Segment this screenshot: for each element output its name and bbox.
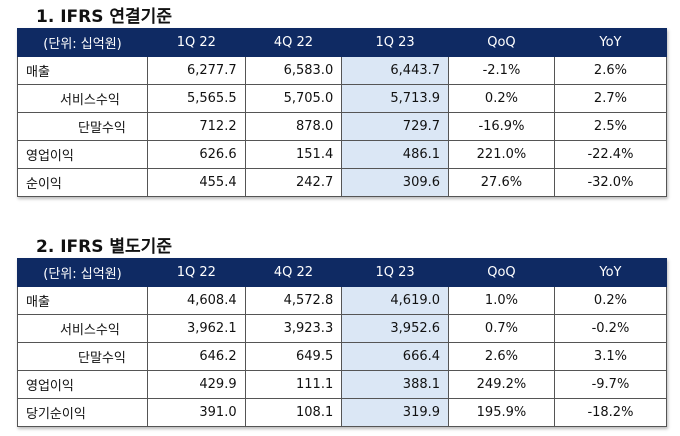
cell-value: 6,277.7 (147, 56, 246, 85)
table-row: 영업이익 626.6 151.4 486.1 221.0% -22.4% (16, 140, 668, 169)
cell-value: 649.5 (244, 342, 343, 371)
cell-value: 242.7 (244, 168, 343, 197)
row-label: 서비스수익 (16, 84, 149, 113)
cell-value: 4,608.4 (147, 286, 246, 315)
cell-value: 111.1 (244, 370, 343, 399)
cell-value: 4,572.8 (244, 286, 343, 315)
cell-value: 5,713.9 (341, 84, 450, 113)
cell-value: -0.2% (553, 314, 668, 343)
cell-value: 666.4 (341, 342, 450, 371)
table-row: 매출 4,608.4 4,572.8 4,619.0 1.0% 0.2% (16, 286, 668, 315)
cell-value: -22.4% (553, 140, 668, 169)
cell-value: -18.2% (553, 398, 668, 427)
cell-value: 729.7 (341, 112, 450, 141)
cell-value: 626.6 (147, 140, 246, 169)
column-header: (단위: 십억원) (16, 28, 149, 57)
column-header: YoY (553, 28, 668, 57)
row-label: 영업이익 (16, 140, 149, 169)
row-label: 서비스수익 (16, 314, 149, 343)
cell-value: -32.0% (553, 168, 668, 197)
table-row: 매출 6,277.7 6,583.0 6,443.7 -2.1% 2.6% (16, 56, 668, 85)
column-header: 1Q 22 (147, 28, 246, 57)
table-row: 단말수익 712.2 878.0 729.7 -16.9% 2.5% (16, 112, 668, 141)
cell-value: 712.2 (147, 112, 246, 141)
cell-value: 388.1 (341, 370, 450, 399)
column-header: YoY (553, 258, 668, 287)
column-header: 1Q 23 (341, 28, 450, 57)
column-header: 4Q 22 (244, 258, 343, 287)
column-header: 1Q 22 (147, 258, 246, 287)
column-header: 1Q 23 (341, 258, 450, 287)
table-row: 서비스수익 5,565.5 5,705.0 5,713.9 0.2% 2.7% (16, 84, 668, 113)
cell-value: 309.6 (341, 168, 450, 197)
cell-value: 151.4 (244, 140, 343, 169)
cell-value: 5,565.5 (147, 84, 246, 113)
cell-value: 2.5% (553, 112, 668, 141)
cell-value: 3,962.1 (147, 314, 246, 343)
row-label: 순이익 (16, 168, 149, 197)
row-label: 매출 (16, 56, 149, 85)
cell-value: 1.0% (448, 286, 555, 315)
cell-value: 2.7% (553, 84, 668, 113)
column-header: (단위: 십억원) (16, 258, 149, 287)
cell-value: 6,583.0 (244, 56, 343, 85)
table-row: 단말수익 646.2 649.5 666.4 2.6% 3.1% (16, 342, 668, 371)
row-label: 당기순이익 (16, 398, 149, 427)
cell-value: 0.2% (553, 286, 668, 315)
financial-table: (단위: 십억원) 1Q 22 4Q 22 1Q 23 QoQ YoY 매출 6,277.7 6… (16, 28, 668, 197)
cell-value: 878.0 (244, 112, 343, 141)
cell-value: -9.7% (553, 370, 668, 399)
cell-value: 486.1 (341, 140, 450, 169)
cell-value: 6,443.7 (341, 56, 450, 85)
cell-value: 4,619.0 (341, 286, 450, 315)
cell-value: 2.6% (553, 56, 668, 85)
cell-value: 195.9% (448, 398, 555, 427)
cell-value: 0.7% (448, 314, 555, 343)
cell-value: 249.2% (448, 370, 555, 399)
cell-value: 221.0% (448, 140, 555, 169)
table-row: 순이익 455.4 242.7 309.6 27.6% -32.0% (16, 168, 668, 197)
header-row: (단위: 십억원) 1Q 22 4Q 22 1Q 23 QoQ YoY (16, 258, 668, 287)
cell-value: 3,923.3 (244, 314, 343, 343)
row-label: 단말수익 (16, 112, 149, 141)
table-row: 서비스수익 3,962.1 3,923.3 3,952.6 0.7% -0.2% (16, 314, 668, 343)
cell-value: -2.1% (448, 56, 555, 85)
cell-value: 0.2% (448, 84, 555, 113)
cell-value: 27.6% (448, 168, 555, 197)
column-header: QoQ (448, 258, 555, 287)
cell-value: 429.9 (147, 370, 246, 399)
table-row: 당기순이익 391.0 108.1 319.9 195.9% -18.2% (16, 398, 668, 427)
column-header: QoQ (448, 28, 555, 57)
cell-value: 108.1 (244, 398, 343, 427)
cell-value: 3,952.6 (341, 314, 450, 343)
cell-value: 455.4 (147, 168, 246, 197)
cell-value: -16.9% (448, 112, 555, 141)
header-row: (단위: 십억원) 1Q 22 4Q 22 1Q 23 QoQ YoY (16, 28, 668, 57)
section-title: 1. IFRS 연결기준 (36, 7, 172, 27)
row-label: 단말수익 (16, 342, 149, 371)
table-row: 영업이익 429.9 111.1 388.1 249.2% -9.7% (16, 370, 668, 399)
cell-value: 391.0 (147, 398, 246, 427)
cell-value: 2.6% (448, 342, 555, 371)
row-label: 영업이익 (16, 370, 149, 399)
cell-value: 5,705.0 (244, 84, 343, 113)
cell-value: 3.1% (553, 342, 668, 371)
cell-value: 319.9 (341, 398, 450, 427)
row-label: 매출 (16, 286, 149, 315)
column-header: 4Q 22 (244, 28, 343, 57)
section-title: 2. IFRS 별도기준 (36, 237, 172, 257)
financial-table: (단위: 십억원) 1Q 22 4Q 22 1Q 23 QoQ YoY 매출 4,608.4 4… (16, 258, 668, 427)
cell-value: 646.2 (147, 342, 246, 371)
